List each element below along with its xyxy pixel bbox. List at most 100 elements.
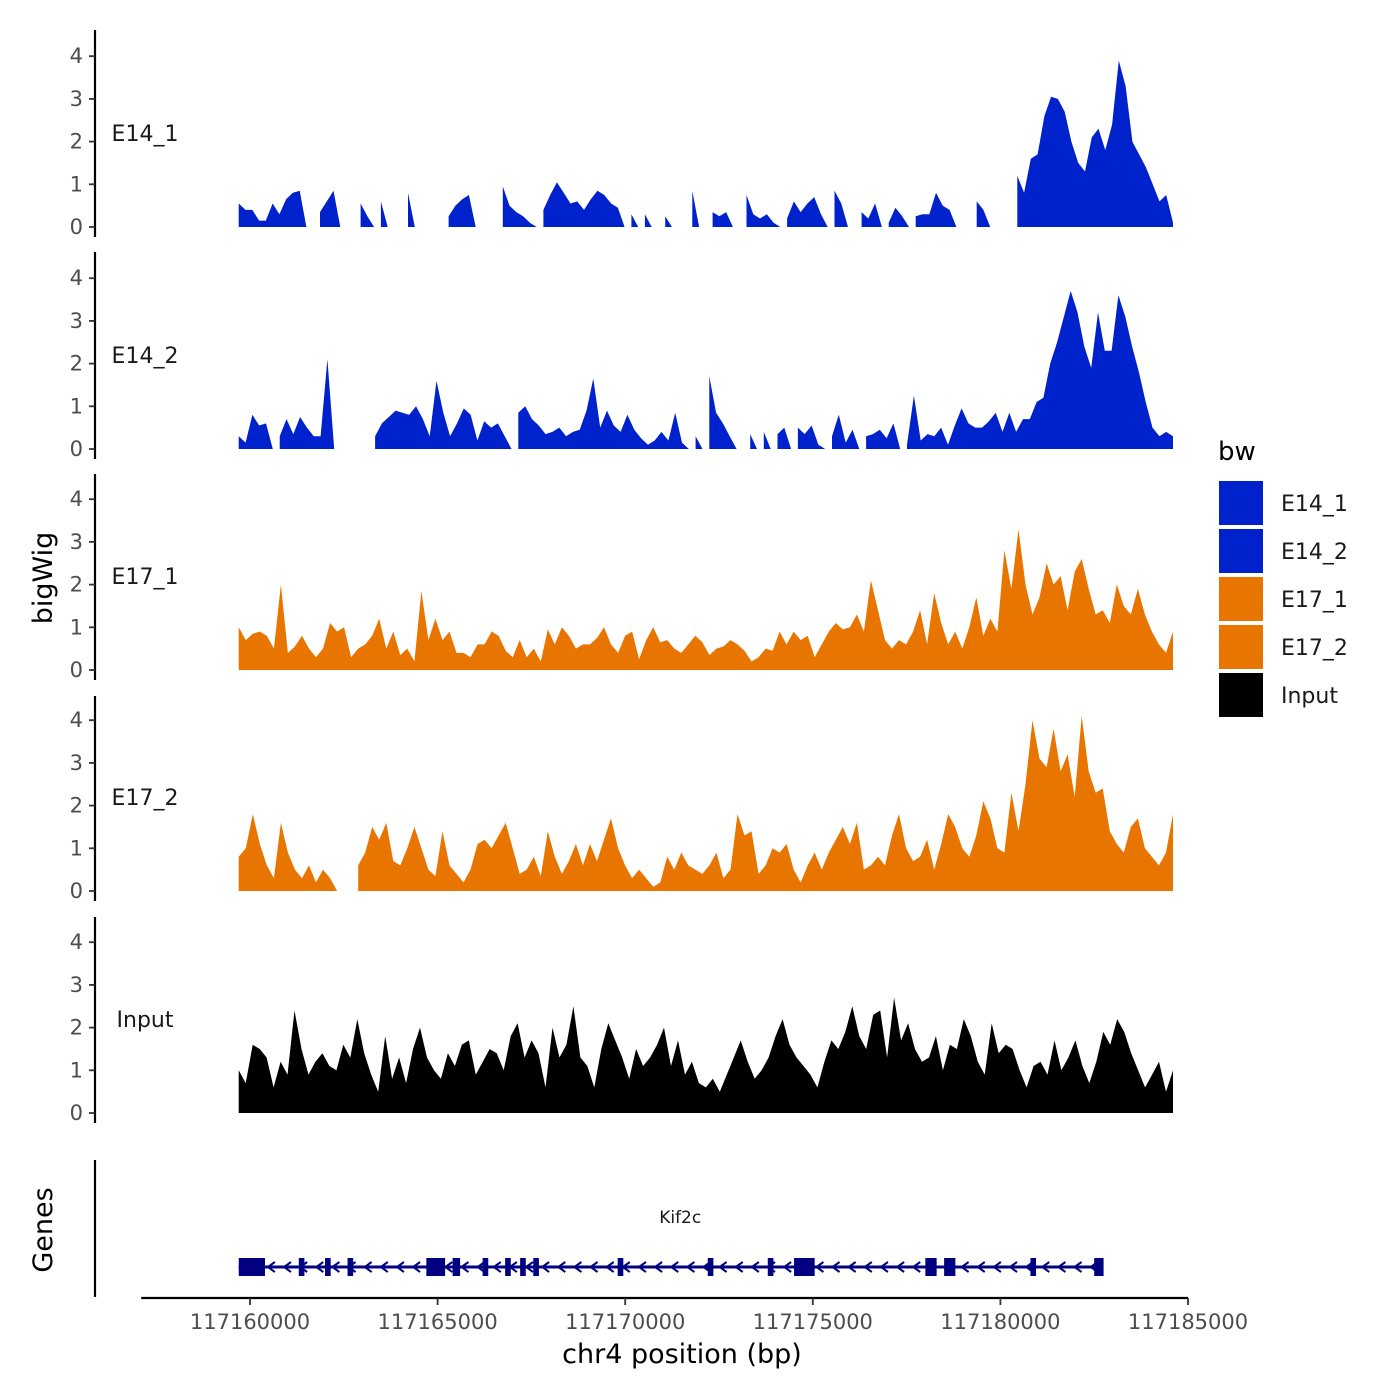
exon-18 bbox=[1094, 1258, 1104, 1276]
y-tick-label-E14_1-2: 2 bbox=[70, 130, 83, 154]
exon-14 bbox=[794, 1258, 815, 1276]
strand-arrow bbox=[976, 1261, 986, 1273]
exon-16 bbox=[944, 1258, 956, 1276]
exon-7 bbox=[482, 1258, 489, 1276]
exon-15 bbox=[925, 1258, 937, 1276]
strand-arrow bbox=[717, 1261, 728, 1273]
strand-arrow bbox=[734, 1261, 744, 1273]
strand-arrow bbox=[492, 1261, 502, 1273]
area-E14_2 bbox=[238, 291, 1173, 449]
strand-arrow bbox=[653, 1261, 663, 1273]
strand-arrow bbox=[459, 1261, 470, 1273]
legend-key-E14_2 bbox=[1219, 529, 1263, 573]
exon-1 bbox=[238, 1258, 266, 1276]
y-tick-label-E14_2-4: 4 bbox=[70, 266, 83, 290]
strand-arrow bbox=[911, 1261, 921, 1273]
y-tick-label-E14_2-1: 1 bbox=[70, 394, 83, 418]
track-label-E17_1: E17_1 bbox=[112, 565, 179, 590]
strand-arrow bbox=[588, 1261, 599, 1273]
area-Input bbox=[238, 997, 1173, 1113]
legend: bw E14_1 E14_2 E17_1 E17_2 Input bbox=[1218, 437, 1348, 717]
strand-arrow bbox=[637, 1261, 647, 1273]
y-tick-label-E17_2-0: 0 bbox=[70, 879, 83, 903]
strand-arrow bbox=[362, 1261, 373, 1273]
x-tick-label-117160000: 117160000 bbox=[190, 1310, 310, 1334]
y-axis-title: bigWig bbox=[28, 532, 59, 625]
y-tick-label-E17_2-1: 1 bbox=[70, 836, 83, 860]
legend-key-E17_2 bbox=[1219, 625, 1263, 669]
strand-arrow bbox=[330, 1261, 341, 1273]
x-tick-label-117170000: 117170000 bbox=[565, 1310, 685, 1334]
strand-arrow bbox=[1056, 1261, 1067, 1273]
strand-arrow bbox=[669, 1261, 679, 1273]
strand-arrow bbox=[540, 1261, 550, 1273]
y-tick-label-E14_2-0: 0 bbox=[70, 437, 83, 461]
track-E17_2: 0 1 2 3 4 E17_2 bbox=[70, 696, 1173, 903]
area-E17_2 bbox=[238, 715, 1173, 891]
exon-13 bbox=[767, 1258, 774, 1276]
strand-arrow bbox=[846, 1261, 857, 1273]
y-tick-label-E14_1-0: 0 bbox=[70, 215, 83, 239]
exon-4 bbox=[347, 1258, 354, 1276]
strand-arrow bbox=[395, 1261, 405, 1273]
legend-key-Input bbox=[1219, 673, 1263, 717]
strand-arrow bbox=[992, 1261, 1002, 1273]
exon-5 bbox=[426, 1258, 446, 1276]
legend-title: bw bbox=[1218, 437, 1256, 467]
track-label-Input: Input bbox=[117, 1008, 174, 1033]
strand-arrow bbox=[895, 1261, 905, 1273]
y-tick-label-Input-1: 1 bbox=[70, 1058, 83, 1082]
track-E17_1: 0 1 2 3 4 E17_1 bbox=[70, 474, 1173, 682]
y-tick-label-E14_1-4: 4 bbox=[70, 44, 83, 68]
strand-arrow bbox=[314, 1261, 324, 1273]
y-tick-label-E17_1-2: 2 bbox=[70, 573, 83, 597]
exon-3 bbox=[325, 1258, 331, 1276]
area-E14_1 bbox=[238, 60, 1173, 227]
legend-key-E14_1 bbox=[1219, 481, 1263, 525]
y-tick-label-Input-3: 3 bbox=[70, 973, 83, 997]
x-tick-label-117185000: 117185000 bbox=[1128, 1310, 1248, 1334]
strand-arrow bbox=[411, 1261, 421, 1273]
track-E14_1: 0 1 2 3 4 E14_1 bbox=[70, 30, 1173, 239]
strand-arrow bbox=[1008, 1261, 1018, 1273]
strand-arrow bbox=[282, 1261, 292, 1273]
x-tick-label-117180000: 117180000 bbox=[940, 1310, 1060, 1334]
y-tick-label-E17_1-3: 3 bbox=[70, 530, 83, 554]
y-tick-label-E14_1-1: 1 bbox=[70, 172, 83, 196]
y-tick-label-Input-0: 0 bbox=[70, 1101, 83, 1125]
y-tick-label-E17_2-3: 3 bbox=[70, 751, 83, 775]
legend-label-E14_1: E14_1 bbox=[1281, 492, 1348, 517]
legend-label-E17_2: E17_2 bbox=[1281, 636, 1348, 661]
strand-arrow bbox=[1040, 1261, 1050, 1273]
x-tick-label-117175000: 117175000 bbox=[753, 1310, 873, 1334]
strand-arrow bbox=[814, 1261, 825, 1273]
strand-arrow bbox=[475, 1261, 486, 1273]
track-label-E14_2: E14_2 bbox=[112, 344, 179, 369]
strand-arrow bbox=[863, 1261, 873, 1273]
exon-12 bbox=[707, 1258, 714, 1276]
strand-arrow bbox=[379, 1261, 389, 1273]
y-tick-label-E14_2-2: 2 bbox=[70, 352, 83, 376]
genes-track: Kif2c bbox=[93, 1160, 1104, 1297]
legend-label-E17_1: E17_1 bbox=[1281, 588, 1348, 613]
strand-arrow bbox=[879, 1261, 889, 1273]
exon-11 bbox=[617, 1258, 624, 1276]
legend-key-E17_1 bbox=[1219, 577, 1263, 621]
strand-arrow bbox=[750, 1261, 760, 1273]
y-tick-label-E17_2-2: 2 bbox=[70, 794, 83, 818]
strand-arrow bbox=[266, 1261, 276, 1273]
exon-9 bbox=[520, 1258, 526, 1276]
strand-arrow bbox=[959, 1261, 970, 1273]
x-axis: 117160000 117165000 117170000 117175000 1171… bbox=[141, 1296, 1248, 1334]
track-E14_2: 0 1 2 3 4 E14_2 bbox=[70, 252, 1173, 461]
genes-track-label: Genes bbox=[28, 1187, 59, 1272]
y-tick-label-Input-4: 4 bbox=[70, 930, 83, 954]
strand-arrow bbox=[830, 1261, 841, 1273]
strand-arrow bbox=[685, 1261, 695, 1273]
exon-8 bbox=[505, 1258, 511, 1276]
track-label-E17_2: E17_2 bbox=[112, 786, 179, 811]
y-tick-label-E17_1-1: 1 bbox=[70, 615, 83, 639]
exon-2 bbox=[298, 1258, 305, 1276]
legend-label-Input: Input bbox=[1281, 684, 1338, 709]
